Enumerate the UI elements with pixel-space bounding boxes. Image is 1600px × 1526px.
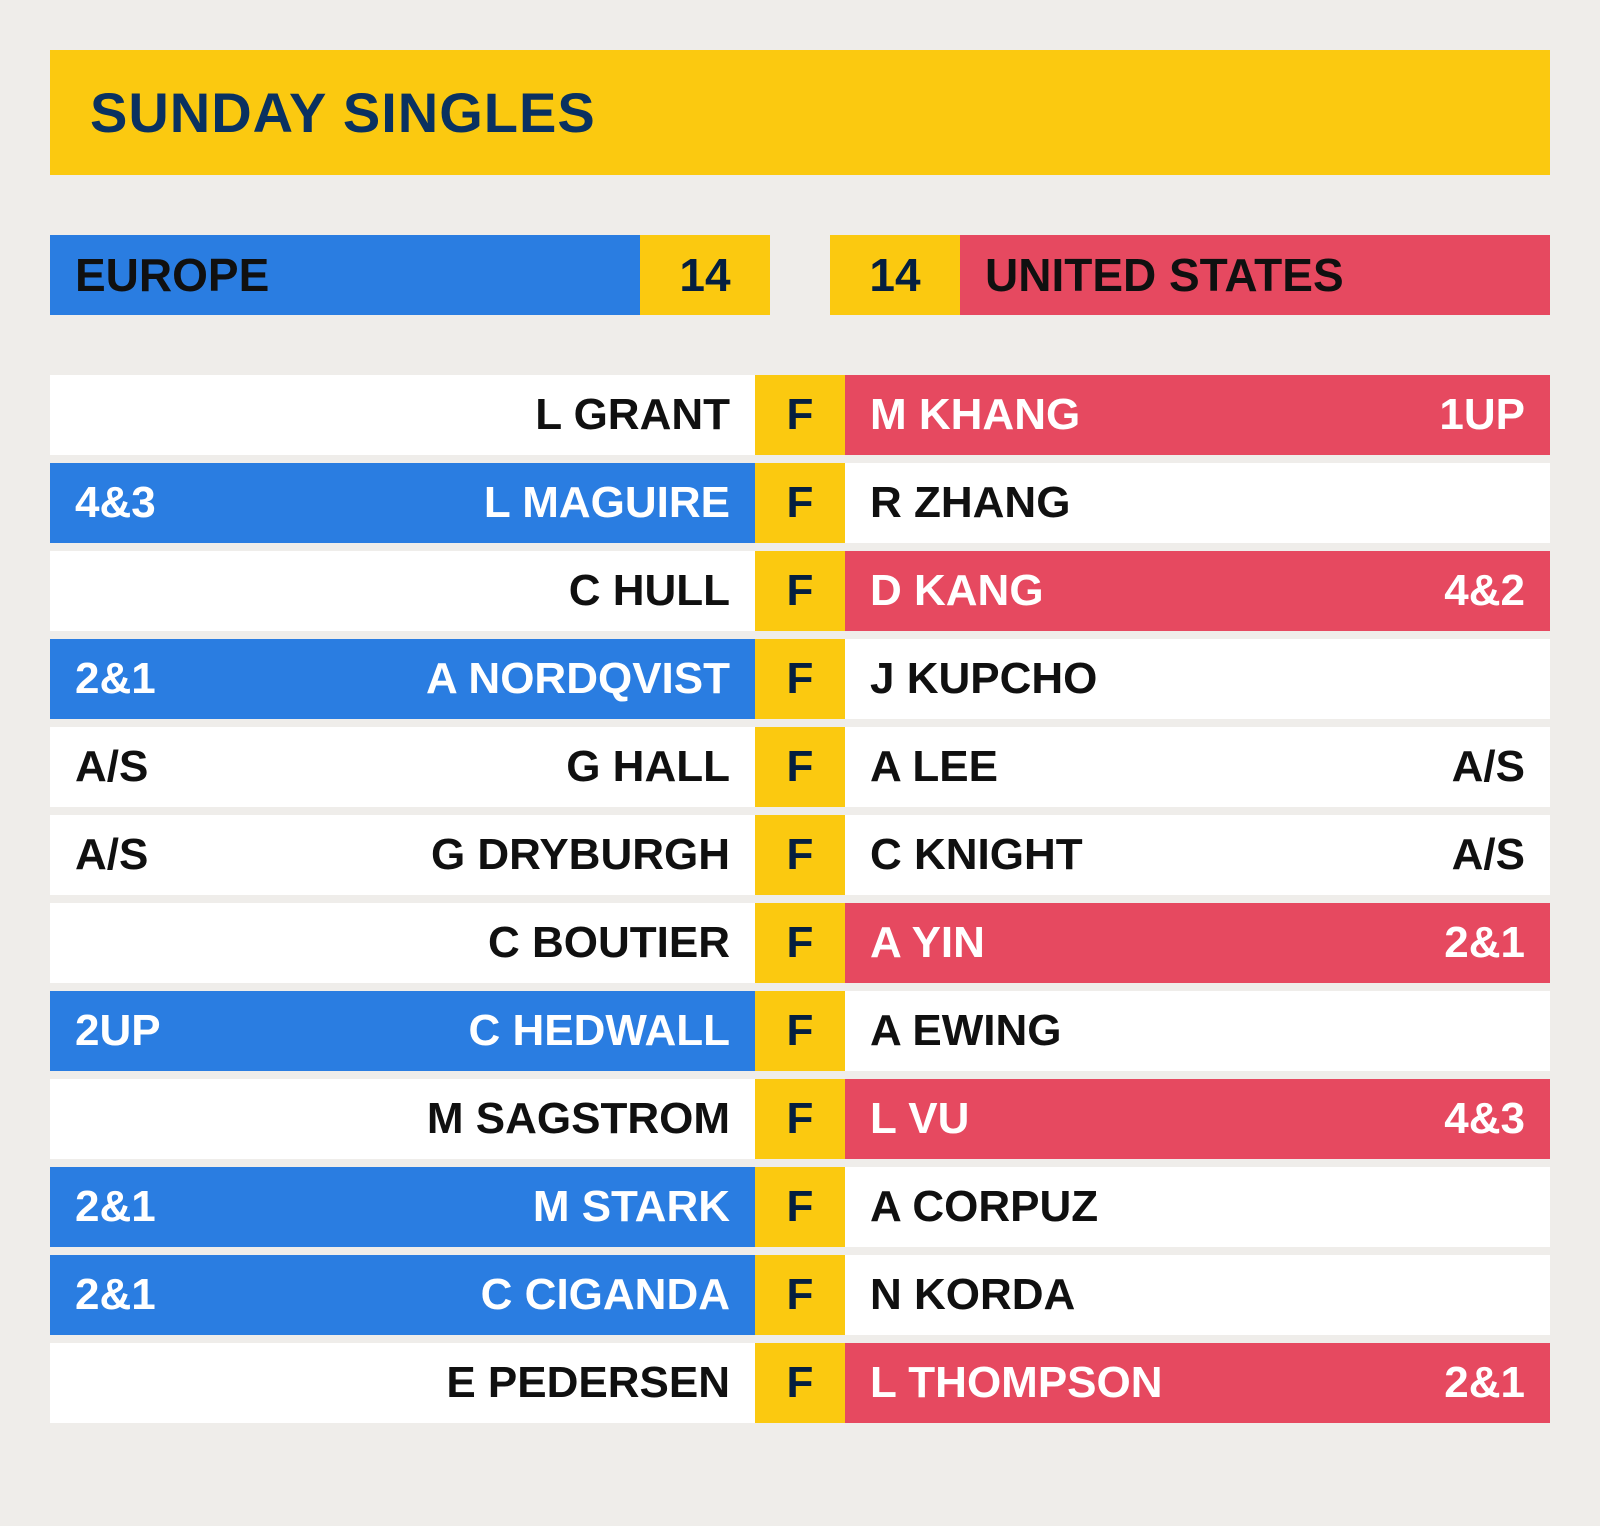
europe-margin: 2UP [75,1006,195,1056]
score-gap [770,235,830,315]
usa-player: D KANG [870,566,1405,616]
europe-cell: C BOUTIER [50,903,755,983]
europe-cell: M SAGSTROM [50,1079,755,1159]
usa-margin: A/S [1405,742,1525,792]
match-status: F [755,1343,845,1423]
europe-margin: 2&1 [75,654,195,704]
europe-cell: A/SG DRYBURGH [50,815,755,895]
europe-player: A NORDQVIST [195,654,730,704]
usa-margin: 2&1 [1405,918,1525,968]
usa-cell: C KNIGHTA/S [845,815,1550,895]
europe-player: C CIGANDA [195,1270,730,1320]
europe-player: M SAGSTROM [195,1094,730,1144]
usa-team-score: 14 [830,235,960,315]
usa-player: L THOMPSON [870,1358,1405,1408]
europe-team-score: 14 [640,235,770,315]
usa-margin: 4&3 [1405,1094,1525,1144]
title-text: SUNDAY SINGLES [90,81,596,144]
usa-cell: N KORDA [845,1255,1550,1335]
matches-table: L GRANTFM KHANG1UP4&3L MAGUIREFR ZHANGC … [50,375,1550,1423]
europe-margin: 2&1 [75,1182,195,1232]
europe-team-label: EUROPE [50,235,640,315]
europe-cell: E PEDERSEN [50,1343,755,1423]
usa-cell: M KHANG1UP [845,375,1550,455]
match-status: F [755,463,845,543]
match-status: F [755,375,845,455]
usa-cell: A YIN2&1 [845,903,1550,983]
usa-margin: 1UP [1405,390,1525,440]
usa-player: A LEE [870,742,1405,792]
europe-label-text: EUROPE [75,248,269,302]
usa-player: J KUPCHO [870,654,1405,704]
match-status: F [755,903,845,983]
europe-cell: 2UPC HEDWALL [50,991,755,1071]
match-status: F [755,727,845,807]
usa-team-label: UNITED STATES [960,235,1550,315]
usa-player: M KHANG [870,390,1405,440]
usa-score-text: 14 [869,248,920,302]
match-row: C HULLFD KANG4&2 [50,551,1550,631]
usa-margin: 4&2 [1405,566,1525,616]
europe-player: G HALL [195,742,730,792]
usa-cell: A LEEA/S [845,727,1550,807]
europe-score-text: 14 [679,248,730,302]
usa-cell: A EWING [845,991,1550,1071]
usa-player: A YIN [870,918,1405,968]
match-status: F [755,639,845,719]
match-row: 2&1C CIGANDAFN KORDA [50,1255,1550,1335]
europe-cell: 2&1A NORDQVIST [50,639,755,719]
match-row: C BOUTIERFA YIN2&1 [50,903,1550,983]
title-bar: SUNDAY SINGLES [50,50,1550,175]
match-row: A/SG HALLFA LEEA/S [50,727,1550,807]
match-status: F [755,1167,845,1247]
usa-cell: L THOMPSON2&1 [845,1343,1550,1423]
match-row: 2UPC HEDWALLFA EWING [50,991,1550,1071]
europe-player: M STARK [195,1182,730,1232]
match-status: F [755,551,845,631]
usa-cell: J KUPCHO [845,639,1550,719]
europe-cell: 2&1M STARK [50,1167,755,1247]
usa-player: N KORDA [870,1270,1405,1320]
europe-cell: C HULL [50,551,755,631]
usa-margin: 2&1 [1405,1358,1525,1408]
match-row: 4&3L MAGUIREFR ZHANG [50,463,1550,543]
europe-player: G DRYBURGH [195,830,730,880]
europe-player: L GRANT [195,390,730,440]
europe-margin: A/S [75,830,195,880]
match-row: L GRANTFM KHANG1UP [50,375,1550,455]
usa-player: R ZHANG [870,478,1405,528]
usa-label-text: UNITED STATES [985,248,1344,302]
europe-margin: 2&1 [75,1270,195,1320]
usa-cell: R ZHANG [845,463,1550,543]
usa-cell: L VU4&3 [845,1079,1550,1159]
match-row: A/SG DRYBURGHFC KNIGHTA/S [50,815,1550,895]
match-status: F [755,1255,845,1335]
match-status: F [755,1079,845,1159]
europe-player: L MAGUIRE [195,478,730,528]
europe-player: C BOUTIER [195,918,730,968]
europe-cell: A/SG HALL [50,727,755,807]
europe-player: C HEDWALL [195,1006,730,1056]
match-row: E PEDERSENFL THOMPSON2&1 [50,1343,1550,1423]
europe-cell: 2&1C CIGANDA [50,1255,755,1335]
europe-player: C HULL [195,566,730,616]
score-bar: EUROPE 14 14 UNITED STATES [50,235,1550,315]
europe-margin: 4&3 [75,478,195,528]
match-status: F [755,815,845,895]
europe-cell: 4&3L MAGUIRE [50,463,755,543]
europe-cell: L GRANT [50,375,755,455]
usa-player: A CORPUZ [870,1182,1405,1232]
usa-cell: A CORPUZ [845,1167,1550,1247]
europe-margin: A/S [75,742,195,792]
usa-margin: A/S [1405,830,1525,880]
match-row: 2&1M STARKFA CORPUZ [50,1167,1550,1247]
match-status: F [755,991,845,1071]
usa-player: C KNIGHT [870,830,1405,880]
match-row: 2&1A NORDQVISTFJ KUPCHO [50,639,1550,719]
usa-cell: D KANG4&2 [845,551,1550,631]
usa-player: A EWING [870,1006,1405,1056]
match-row: M SAGSTROMFL VU4&3 [50,1079,1550,1159]
usa-player: L VU [870,1094,1405,1144]
europe-player: E PEDERSEN [195,1358,730,1408]
